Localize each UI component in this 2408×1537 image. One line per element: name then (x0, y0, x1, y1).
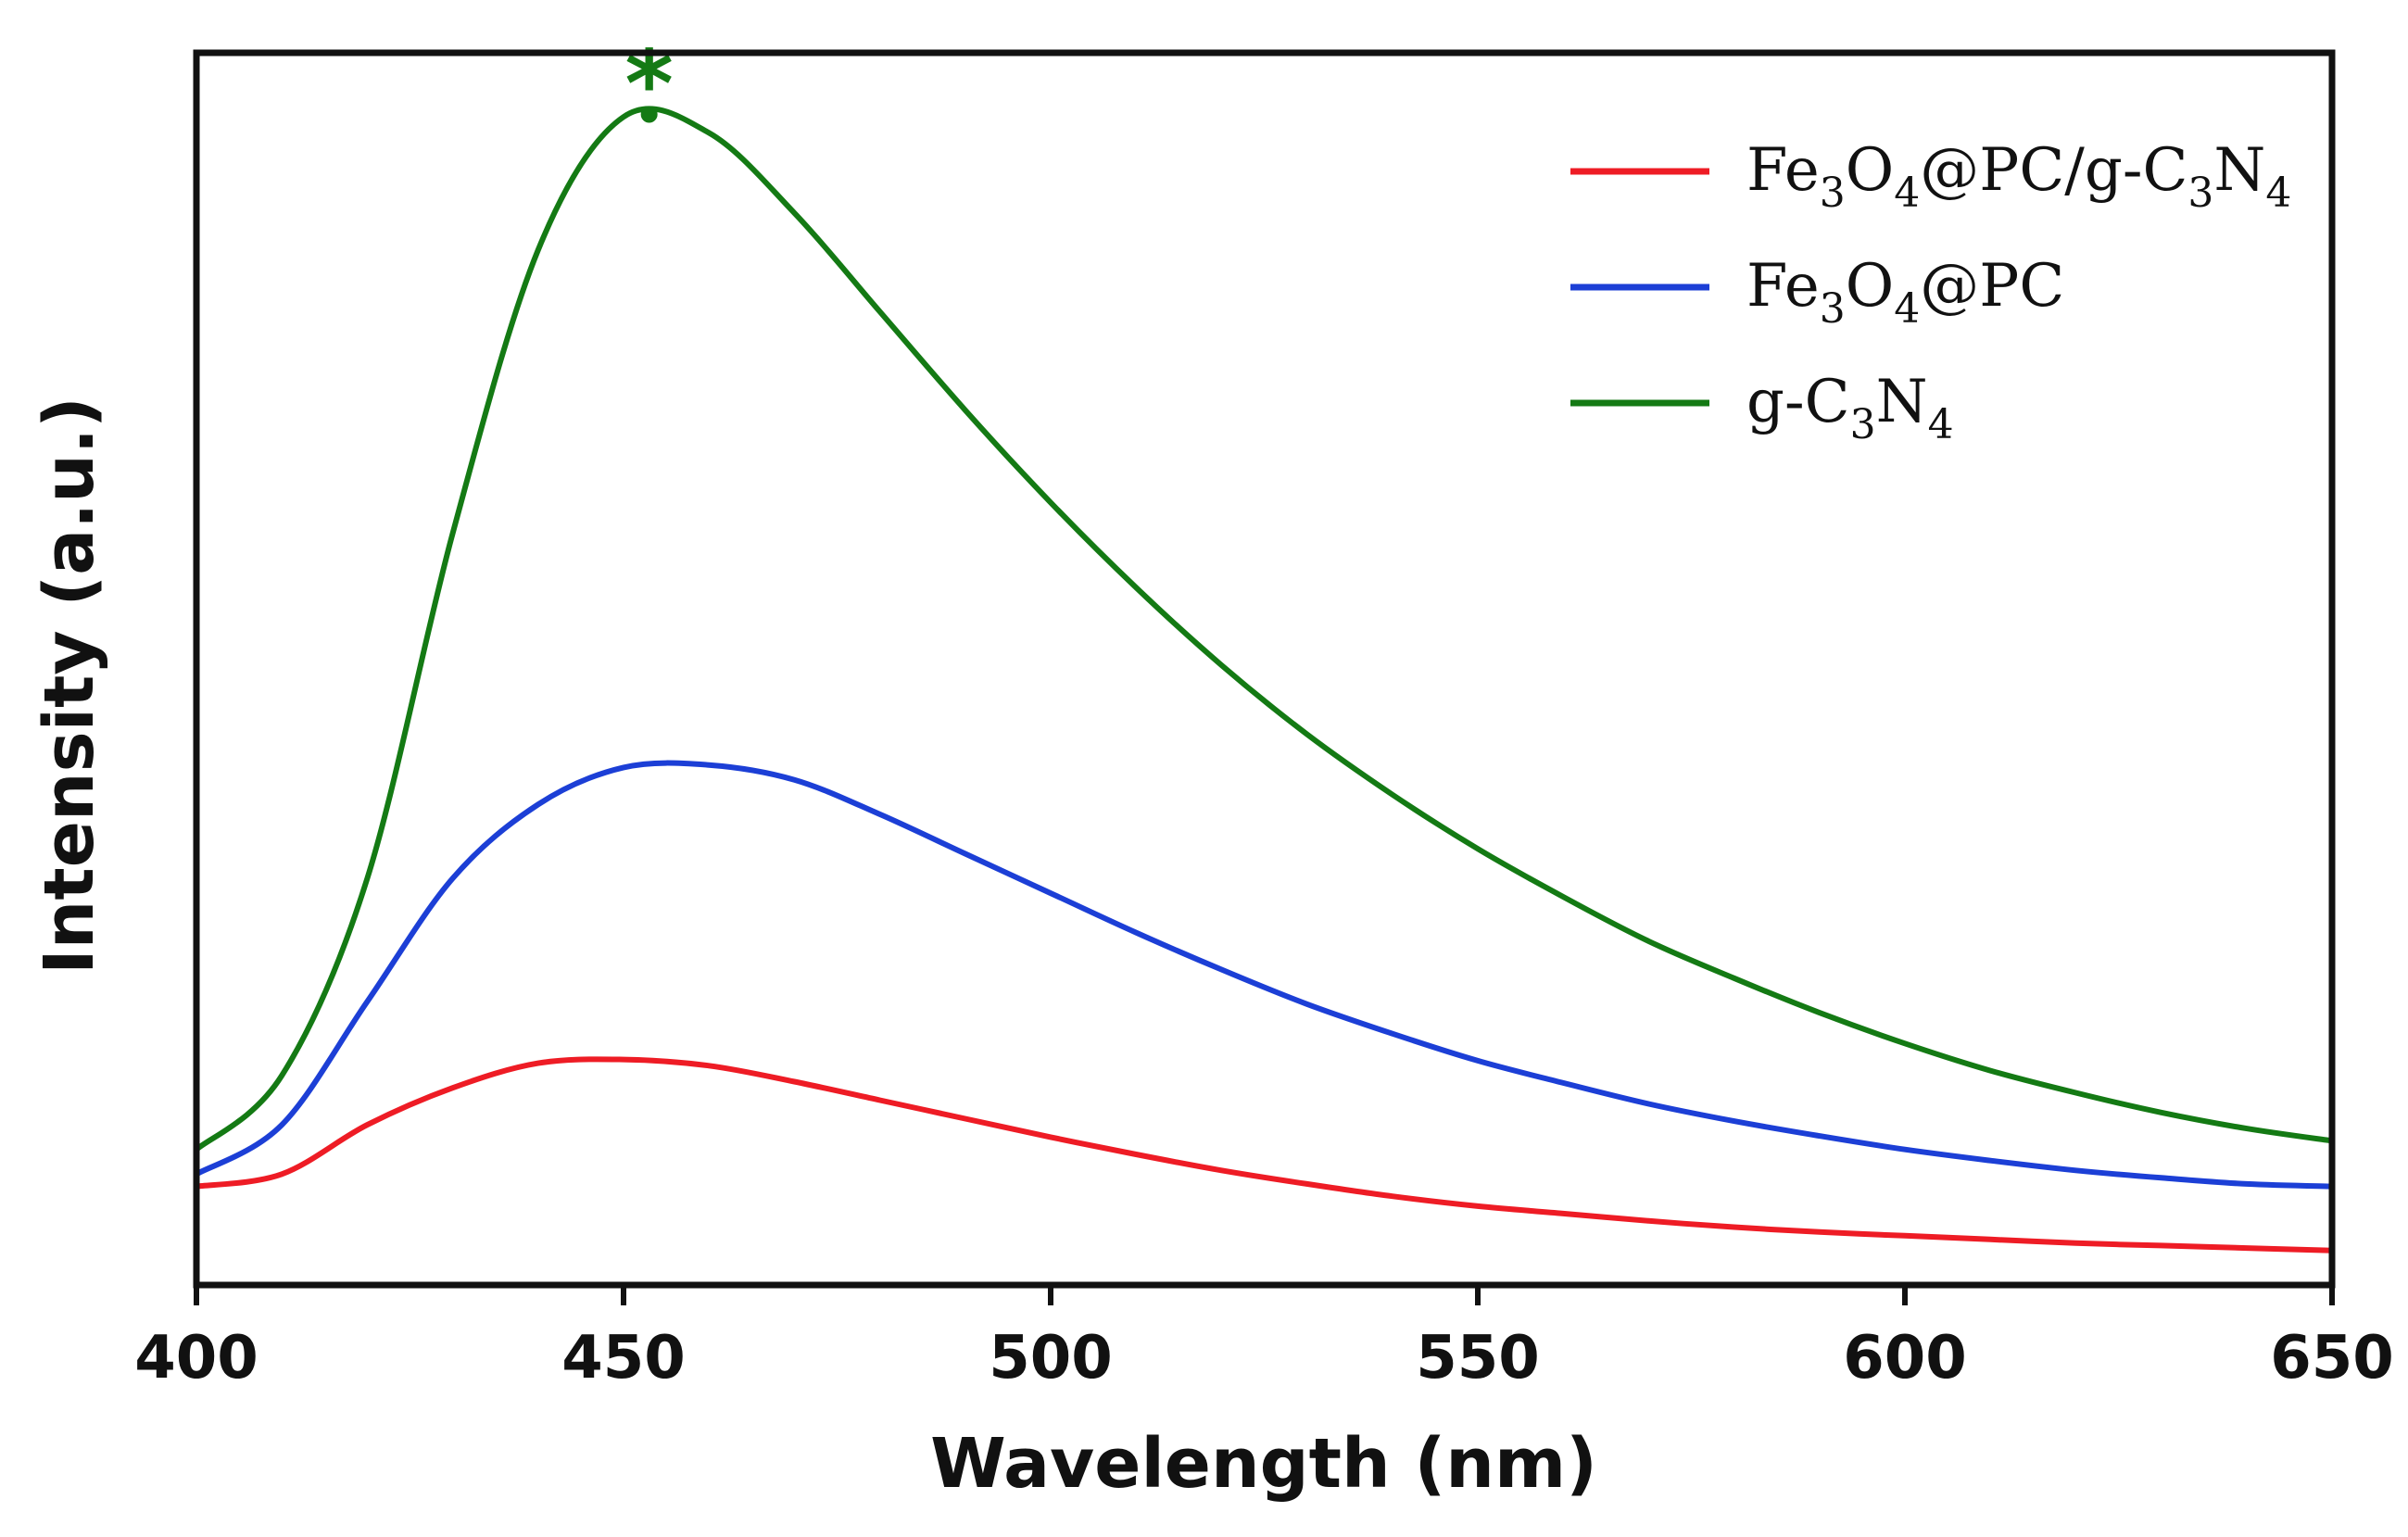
series-line-g-c3n4 (195, 106, 2333, 1153)
series-line-fe3o4-pc (195, 760, 2333, 1190)
annotations: * (625, 31, 674, 139)
plot-frame (193, 49, 2336, 1289)
legend-label-fe3o4-pc: Fe3O4@PC (1746, 252, 2064, 333)
series-line-fe3o4-pc-g-c3n4 (195, 1056, 2333, 1254)
x-tick-label: 450 (561, 1324, 686, 1392)
peak-asterisk-annotation: * (625, 31, 674, 139)
legend-label-g-c3n4: g-C3N4 (1746, 368, 1954, 448)
peak-marker-dot (640, 106, 658, 123)
x-tick-label: 650 (2270, 1324, 2394, 1392)
x-tick-label: 600 (1843, 1324, 1967, 1392)
y-axis-title: Intensity (a.u.) (30, 397, 109, 975)
legend: Fe3O4@PC/g-C3N4 Fe3O4@PC g-C3N4 (1570, 136, 2291, 448)
x-axis-ticks: 400 450 500 550 600 650 (134, 1285, 2394, 1392)
x-tick-label: 400 (134, 1324, 258, 1392)
legend-label-fe3o4-pc-g-c3n4: Fe3O4@PC/g-C3N4 (1746, 136, 2291, 217)
series-lines (195, 106, 2333, 1254)
x-tick-label: 500 (989, 1324, 1113, 1392)
x-tick-label: 550 (1416, 1324, 1540, 1392)
x-axis-title: Wavelength (nm) (930, 1424, 1597, 1504)
